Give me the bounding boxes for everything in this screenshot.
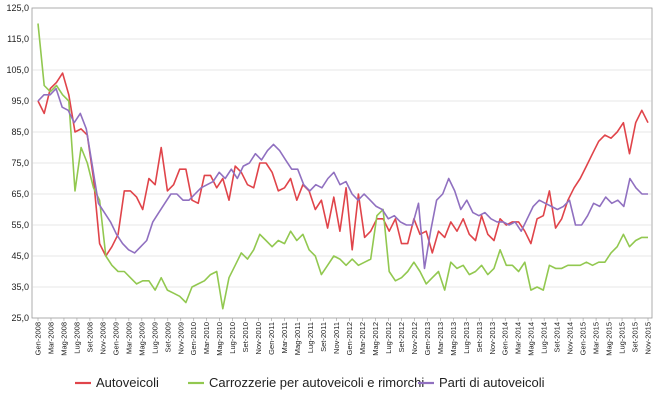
x-tick-label: Lug-2015 xyxy=(618,322,627,354)
x-tick-label: Nov-2015 xyxy=(644,322,653,355)
x-tick-label: Set-2014 xyxy=(553,322,562,352)
x-tick-label: Set-2008 xyxy=(85,322,94,352)
x-tick-label: Lug-2011 xyxy=(306,322,315,353)
x-tick-label: Mar-2011 xyxy=(280,322,289,354)
x-tick-label: Nov-2008 xyxy=(98,322,107,355)
y-tick-label: 35,0 xyxy=(11,282,29,292)
x-tick-label: Lug-2010 xyxy=(228,322,237,354)
legend-label: Parti di autoveicoli xyxy=(439,375,545,390)
x-tick-label: Gen-2011 xyxy=(267,322,276,355)
y-tick-label: 115,0 xyxy=(7,34,29,44)
series-line-0 xyxy=(37,72,649,257)
x-tick-label: Nov-2010 xyxy=(254,322,263,355)
x-tick-label: Lug-2014 xyxy=(540,322,549,354)
y-axis-ticks: 25,0 35,0 45,0 55,0 65,0 75,0 85,0 95,0 105,0 115… xyxy=(6,3,29,323)
x-tick-label: Mar-2010 xyxy=(202,322,211,354)
series-line-2 xyxy=(37,87,648,270)
x-tick-label: Nov-2011 xyxy=(332,322,341,354)
grid-lines xyxy=(32,38,652,288)
x-tick-label: Mar-2014 xyxy=(514,322,523,354)
x-tick-label: Mag-2015 xyxy=(605,322,614,356)
legend: Autoveicoli Carrozzerie per autoveicoli e… xyxy=(75,375,545,390)
x-axis-ticks: Gen-2008 Mar-2008 Mag-2008 Lug-2008 Set-2008… xyxy=(34,318,653,356)
x-tick-label: Gen-2009 xyxy=(111,322,120,355)
y-tick-label: 85,0 xyxy=(11,127,29,137)
x-tick-label: Lug-2009 xyxy=(150,322,159,354)
legend-label: Autoveicoli xyxy=(96,375,159,390)
x-tick-label: Set-2009 xyxy=(163,322,172,352)
x-tick-label: Mag-2012 xyxy=(371,322,380,356)
x-tick-label: Set-2013 xyxy=(475,322,484,352)
x-tick-label: Gen-2013 xyxy=(423,322,432,355)
x-tick-label: Gen-2010 xyxy=(189,322,198,355)
x-tick-label: Mar-2012 xyxy=(358,322,367,354)
x-tick-label: Mag-2008 xyxy=(59,322,68,356)
y-tick-label: 45,0 xyxy=(11,251,29,261)
x-tick-label: Lug-2012 xyxy=(384,322,393,354)
series-line-1 xyxy=(37,23,648,310)
x-tick-label: Nov-2009 xyxy=(176,322,185,355)
y-tick-label: 25,0 xyxy=(11,313,29,323)
x-tick-label: Mag-2010 xyxy=(215,322,224,356)
y-tick-label: 75,0 xyxy=(11,158,29,168)
x-tick-label: Mag-2014 xyxy=(527,322,536,356)
x-tick-label: Set-2011 xyxy=(319,322,328,352)
legend-label: Carrozzerie per autoveicoli e rimorchi xyxy=(209,375,424,390)
x-tick-label: Gen-2014 xyxy=(501,322,510,355)
x-tick-label: Mag-2011 xyxy=(293,322,302,355)
y-tick-label: 65,0 xyxy=(11,189,29,199)
x-tick-label: Lug-2013 xyxy=(462,322,471,354)
x-tick-label: Mar-2015 xyxy=(592,322,601,354)
series-lines xyxy=(37,23,649,310)
x-tick-label: Mag-2009 xyxy=(137,322,146,356)
x-tick-label: Mar-2008 xyxy=(46,322,55,354)
x-tick-label: Lug-2008 xyxy=(72,322,81,354)
y-tick-label: 125,0 xyxy=(6,3,29,13)
y-tick-label: 95,0 xyxy=(11,96,29,106)
x-tick-label: Mar-2013 xyxy=(436,322,445,354)
x-tick-label: Nov-2013 xyxy=(488,322,497,355)
x-tick-label: Gen-2012 xyxy=(345,322,354,355)
x-tick-label: Nov-2014 xyxy=(566,322,575,355)
y-tick-label: 105,0 xyxy=(6,65,29,75)
x-tick-label: Mar-2009 xyxy=(124,322,133,354)
x-tick-label: Nov-2012 xyxy=(410,322,419,355)
x-tick-label: Set-2015 xyxy=(631,322,640,352)
x-tick-label: Gen-2008 xyxy=(34,322,43,355)
x-tick-label: Set-2012 xyxy=(397,322,406,352)
x-tick-label: Set-2010 xyxy=(241,322,250,352)
x-tick-label: Gen-2015 xyxy=(579,322,588,355)
x-tick-label: Mag-2013 xyxy=(449,322,458,356)
y-tick-label: 55,0 xyxy=(11,220,29,230)
